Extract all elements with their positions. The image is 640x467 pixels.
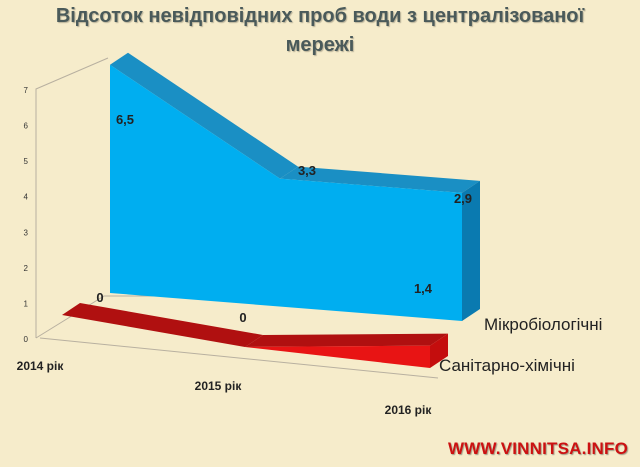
series-label-micro: Мікробіологічні [484, 315, 602, 334]
y-tick-label: 6 [24, 122, 29, 131]
data-label-red: 1,4 [414, 281, 433, 296]
y-tick-label: 0 [24, 335, 29, 344]
data-label-red: 0 [96, 290, 103, 305]
y-tick-label: 4 [24, 193, 29, 202]
y-tick-label: 3 [24, 228, 29, 237]
y-tick-label: 5 [24, 157, 29, 166]
blue-series-top-face [280, 166, 480, 193]
watermark: WWW.VINNITSA.INFO [448, 439, 628, 458]
blue-series-side-face [462, 180, 480, 321]
red-series-front-face [62, 315, 430, 368]
series-label-sanitary: Санітарно-хімічні [439, 356, 575, 375]
blue-series-front-face [110, 64, 462, 322]
red-series-top-face [62, 303, 263, 347]
y-tick-label: 1 [24, 299, 29, 308]
x-tick-label: 2015 рік [195, 379, 243, 393]
y-tick-label: 2 [24, 264, 29, 273]
data-label-blue: 6,5 [116, 112, 134, 127]
data-label-blue: 2,9 [454, 191, 472, 206]
blue-series-top-face [110, 52, 298, 179]
x-tick-label: 2016 рік [385, 403, 433, 417]
front-floor-edge [39, 337, 439, 379]
chart-title: Відсоток невідповідних проб води з центр… [55, 5, 585, 56]
red-series-top-face [245, 333, 448, 347]
x-tick-label: 2014 рік [17, 359, 65, 373]
data-label-blue: 3,3 [298, 163, 316, 178]
back-wall-edge [35, 57, 109, 338]
data-label-red: 0 [239, 310, 246, 325]
red-series-side-face [430, 333, 448, 368]
y-tick-label: 7 [24, 86, 29, 95]
